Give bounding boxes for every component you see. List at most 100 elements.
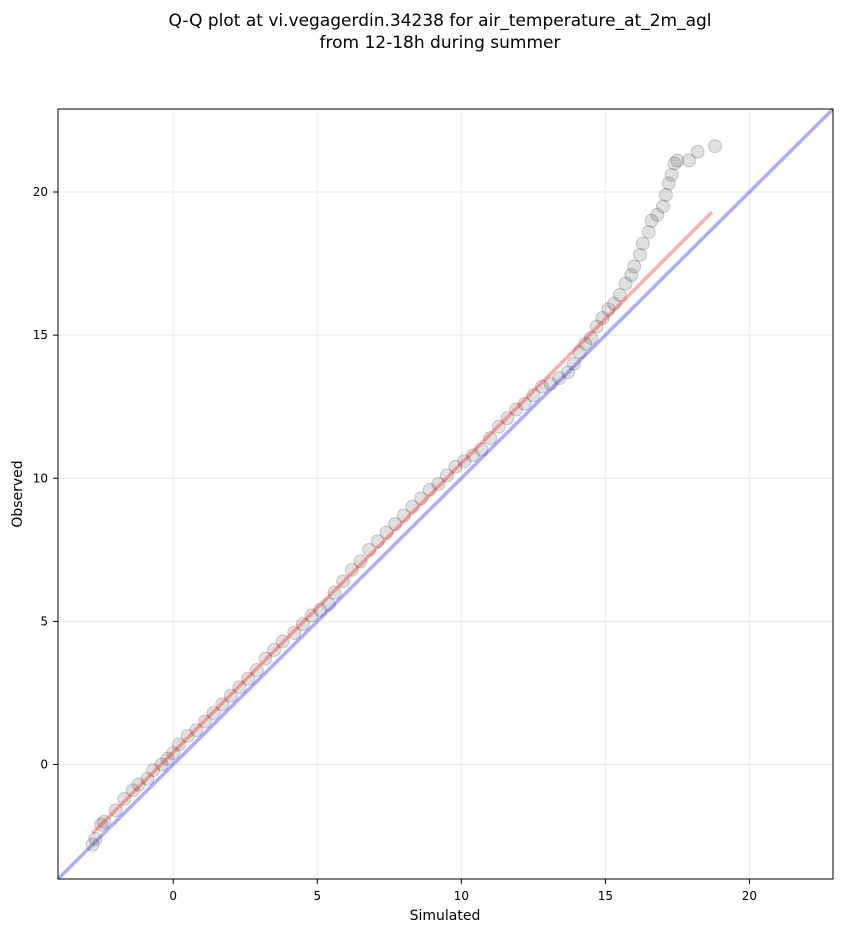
quantile-point <box>388 517 403 532</box>
quantile-point <box>595 310 610 325</box>
chart-title-line-1: Q-Q plot at vi.vegagerdin.34238 for air_… <box>168 11 711 31</box>
quantile-point <box>189 723 204 738</box>
quantile-point <box>108 803 123 818</box>
quantile-point <box>125 783 140 798</box>
quantile-point <box>422 482 437 497</box>
quantile-point <box>578 336 593 351</box>
quantile-point <box>206 705 221 720</box>
quantile-point <box>572 345 587 360</box>
x-tick-label: 20 <box>742 889 757 903</box>
quantile-point <box>627 259 642 274</box>
quantile-point <box>304 608 319 623</box>
quantile-point <box>650 207 665 222</box>
quantile-point <box>215 697 230 712</box>
quantile-point <box>241 671 256 686</box>
quantile-point <box>146 763 161 778</box>
quantile-point <box>94 817 109 832</box>
quantile-point <box>658 187 673 202</box>
quantile-point <box>180 728 195 743</box>
y-tick-label: 20 <box>33 185 48 199</box>
quantile-point <box>491 419 506 434</box>
quantile-point <box>353 554 368 569</box>
quantile-point <box>287 625 302 640</box>
quantile-point <box>327 585 342 600</box>
quantile-point <box>140 771 155 786</box>
y-tick-label: 15 <box>33 328 48 342</box>
quantile-point <box>295 617 310 632</box>
quantile-point <box>232 680 247 695</box>
quantile-point <box>681 153 696 168</box>
quantile-point <box>344 562 359 577</box>
quantile-point <box>223 688 238 703</box>
quantile-point <box>566 356 581 371</box>
quantile-point <box>552 371 567 386</box>
quantile-point <box>396 508 411 523</box>
quantile-point <box>117 791 132 806</box>
y-tick-label: 5 <box>40 614 48 628</box>
quantile-point <box>526 388 541 403</box>
quantile-point <box>560 365 575 380</box>
x-tick-label: 0 <box>169 889 177 903</box>
quantile-point <box>632 247 647 262</box>
quantile-point <box>500 411 515 426</box>
quantile-point <box>661 176 676 191</box>
quantile-point <box>85 837 100 852</box>
quantile-point <box>131 777 146 792</box>
quantile-point <box>88 831 103 846</box>
quantile-point <box>97 814 112 829</box>
quantile-point <box>535 379 550 394</box>
y-axis-label: Observed <box>10 460 26 527</box>
x-tick-label: 15 <box>598 889 613 903</box>
quantile-point <box>543 376 558 391</box>
quantile-point <box>431 476 446 491</box>
quantile-point <box>601 302 616 317</box>
quantile-point <box>483 431 498 446</box>
quantile-point <box>583 330 598 345</box>
quantile-point <box>160 751 175 766</box>
quantile-points <box>85 139 722 852</box>
x-tick-label: 10 <box>454 889 469 903</box>
quantile-point <box>644 213 659 228</box>
axis-ticks: 0 5 10 15 20 0 5 10 15 20 <box>33 185 757 903</box>
quantile-point <box>465 448 480 463</box>
quantile-point <box>275 634 290 649</box>
quantile-point <box>612 288 627 303</box>
quantile-point <box>509 402 524 417</box>
quantile-point <box>670 153 685 168</box>
quantile-point <box>249 663 264 678</box>
quantile-point <box>667 156 682 171</box>
trend-lines <box>56 107 835 881</box>
y-tick-label: 10 <box>33 471 48 485</box>
quantile-point <box>664 167 679 182</box>
quantile-point <box>405 499 420 514</box>
quantile-point <box>172 737 187 752</box>
quantile-point <box>414 491 429 506</box>
quantile-point <box>379 525 394 540</box>
chart-title-line-2: from 12-18h during summer <box>320 33 561 53</box>
quantile-point <box>474 442 489 457</box>
quantile-point <box>517 396 532 411</box>
quantile-point <box>618 276 633 291</box>
y-tick-label: 0 <box>40 758 48 772</box>
quantile-point <box>321 597 336 612</box>
quantile-point <box>439 468 454 483</box>
quantile-point <box>370 534 385 549</box>
quantile-point <box>635 236 650 251</box>
quantile-point <box>336 574 351 589</box>
quantile-point <box>607 296 622 311</box>
quantile-point <box>624 268 639 283</box>
quantile-point <box>448 459 463 474</box>
x-axis-label: Simulated <box>410 908 481 924</box>
reference-line <box>56 107 835 881</box>
quantile-point <box>589 319 604 334</box>
quantile-point <box>362 542 377 557</box>
quantile-point <box>656 199 671 214</box>
quantile-point <box>197 714 212 729</box>
x-tick-label: 5 <box>313 889 321 903</box>
quantile-point <box>258 651 273 666</box>
quantile-point <box>457 454 472 469</box>
grid-lines <box>58 109 833 879</box>
quantile-point <box>641 225 656 240</box>
quantile-point <box>313 602 328 617</box>
